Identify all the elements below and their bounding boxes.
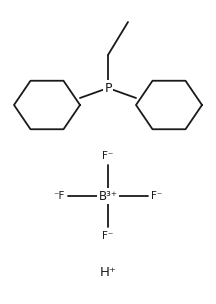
Text: F⁻: F⁻ <box>102 231 114 241</box>
Text: F⁻: F⁻ <box>102 151 114 161</box>
Text: B³⁺: B³⁺ <box>98 189 118 202</box>
Text: ⁻F: ⁻F <box>54 191 65 201</box>
Text: H⁺: H⁺ <box>100 265 116 278</box>
Text: F⁻: F⁻ <box>151 191 162 201</box>
Text: P: P <box>104 81 112 95</box>
